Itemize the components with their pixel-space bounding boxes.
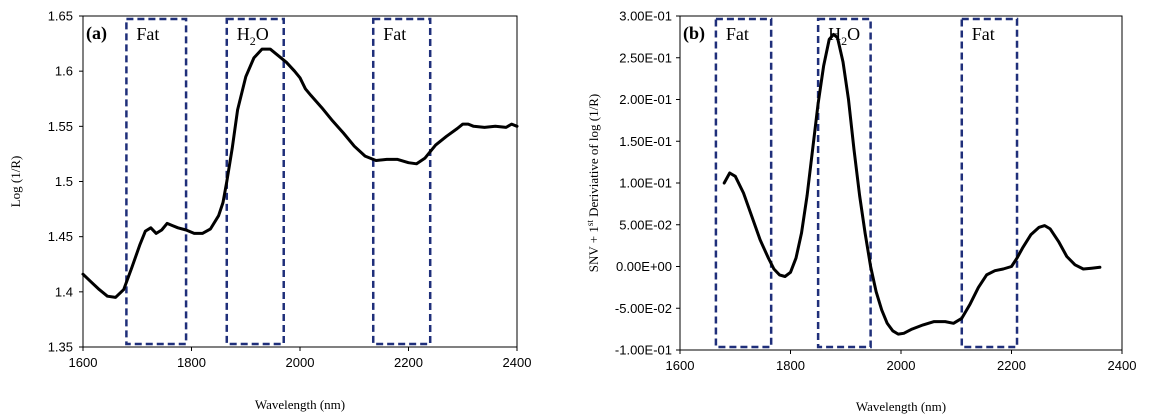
plot-frame	[679, 15, 1123, 351]
y-tick-label: 5.00E-02	[619, 217, 672, 232]
region-label-tail: O	[847, 24, 860, 44]
y-axis-title-tail: Deriviative of log (1/R)	[586, 94, 601, 220]
x-tick-label: 2400	[1108, 358, 1137, 373]
region-label-main: H	[237, 24, 250, 44]
y-tick-label: -5.00E-02	[615, 301, 672, 316]
series-line	[722, 32, 1102, 336]
x-axis-title: Wavelength (nm)	[856, 399, 946, 414]
y-tick-label: 3.00E-01	[619, 9, 672, 24]
region-box	[816, 17, 872, 349]
y-tick-label: 2.50E-01	[619, 50, 672, 65]
x-tick-label: 1800	[177, 355, 206, 370]
panel-label: (a)	[86, 23, 107, 44]
y-axis-title: Log (1/R)	[8, 156, 23, 208]
region-box	[125, 17, 188, 346]
region-label: Fat	[972, 24, 995, 44]
region-label-tail: O	[256, 24, 269, 44]
y-tick-label: 1.00E-01	[619, 176, 672, 191]
region-label: H2O	[237, 24, 269, 48]
y-tick-label: 1.65	[48, 9, 73, 24]
y-tick-label: 1.50E-01	[619, 134, 672, 149]
region-box	[714, 17, 773, 349]
x-tick-label: 1800	[776, 358, 805, 373]
y-tick-label: 1.5	[55, 174, 73, 189]
panel-label: (b)	[683, 23, 705, 44]
chart-panel-a: 1.35 1.4 1.45 1.5 1.55 1.6 1.65 1600 1800 2000 220…	[8, 9, 531, 413]
region-label: Fat	[726, 24, 749, 44]
y-tick-label: 2.00E-01	[619, 92, 672, 107]
x-tick-label: 1600	[69, 355, 98, 370]
y-tick-label: 0.00E+00	[616, 259, 672, 274]
x-tick-label: 1600	[666, 358, 695, 373]
region-box	[371, 17, 432, 346]
x-tick-label: 2200	[394, 355, 423, 370]
region-box	[960, 17, 1019, 349]
y-axis-title-superscript: st	[585, 220, 595, 227]
y-tick-label: 1.45	[48, 229, 73, 244]
x-axis-title: Wavelength (nm)	[255, 397, 345, 412]
y-tick-label: 1.55	[48, 119, 73, 134]
y-tick-label: -1.00E-01	[615, 343, 672, 358]
y-tick-label: 1.4	[55, 284, 73, 299]
region-box	[225, 17, 285, 346]
x-tick-label: 2000	[887, 358, 916, 373]
x-tick-label: 2200	[997, 358, 1026, 373]
chart-panel-b: -1.00E-01 -5.00E-02 0.00E+00 5.00E-02 1.00E-…	[585, 9, 1136, 415]
y-tick-label: 1.35	[48, 340, 73, 355]
region-label-subscript: 2	[250, 34, 256, 48]
region-label: Fat	[383, 24, 406, 44]
series-line	[81, 47, 519, 299]
x-tick-label: 2000	[286, 355, 315, 370]
region-label: Fat	[136, 24, 159, 44]
y-tick-label: 1.6	[55, 64, 73, 79]
region-label-subscript: 2	[841, 34, 847, 48]
y-axis-title: SNV + 1st Deriviative of log (1/R)	[585, 94, 601, 272]
plot-frame	[82, 15, 518, 348]
x-tick-label: 2400	[503, 355, 532, 370]
y-axis-title-main: SNV + 1	[586, 226, 601, 272]
